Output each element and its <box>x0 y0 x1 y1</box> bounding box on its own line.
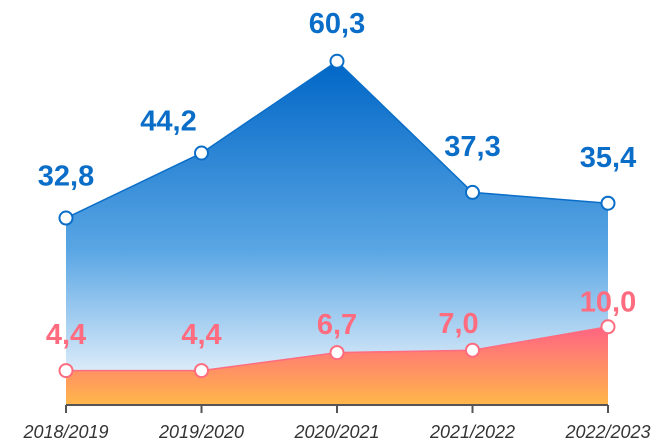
point <box>600 319 616 335</box>
point <box>465 184 480 200</box>
x-tick-label: 2019/2020 <box>158 422 244 442</box>
point <box>194 363 209 379</box>
data-label: 35,4 <box>580 142 636 174</box>
x-tick-label: 2018/2019 <box>22 422 108 442</box>
data-label: 32,8 <box>38 161 94 193</box>
data-label: 7,0 <box>438 308 478 340</box>
data-label: 60,3 <box>309 8 365 40</box>
data-label: 10,0 <box>580 286 636 318</box>
data-label: 6,7 <box>317 309 357 341</box>
data-label: 4,4 <box>181 319 221 351</box>
x-tick-label: 2020/2021 <box>293 422 379 442</box>
x-tick-label: 2021/2022 <box>429 422 515 442</box>
point <box>600 195 616 211</box>
point <box>58 363 74 379</box>
data-label: 4,4 <box>46 319 86 351</box>
area <box>66 326 608 405</box>
point <box>329 345 345 361</box>
area <box>66 61 608 405</box>
x-tick-label: 2022/2023 <box>564 422 650 442</box>
data-label: 44,2 <box>140 106 196 138</box>
point <box>329 53 345 69</box>
data-label: 37,3 <box>444 131 500 163</box>
point <box>58 210 74 226</box>
point <box>465 342 480 358</box>
point <box>194 145 209 161</box>
